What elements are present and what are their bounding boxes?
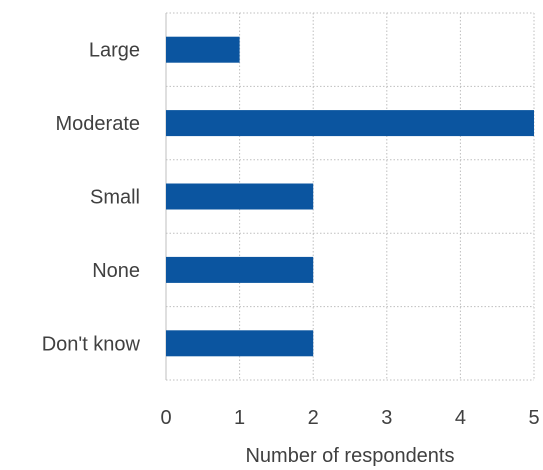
x-tick-label: 1 bbox=[234, 407, 245, 429]
x-axis-title: Number of respondents bbox=[245, 445, 454, 467]
x-tick-label: 5 bbox=[528, 407, 539, 429]
bar-large bbox=[166, 37, 240, 63]
bars-group bbox=[166, 37, 534, 357]
x-tick-labels: 0 1 2 3 4 5 bbox=[160, 407, 539, 429]
category-label: None bbox=[92, 260, 140, 282]
bar-don-t-know bbox=[166, 330, 313, 356]
category-label: Small bbox=[90, 187, 140, 209]
category-label: Moderate bbox=[56, 113, 141, 135]
bar-moderate bbox=[166, 110, 534, 136]
bar-small bbox=[166, 184, 313, 210]
x-tick-label: 2 bbox=[308, 407, 319, 429]
x-tick-label: 0 bbox=[160, 407, 171, 429]
category-label: Large bbox=[89, 40, 140, 62]
category-label: Don't know bbox=[42, 333, 141, 355]
bar-none bbox=[166, 257, 313, 283]
x-tick-label: 4 bbox=[455, 407, 466, 429]
category-labels: Large Moderate Small None Don't know bbox=[42, 40, 141, 356]
x-tick-label: 3 bbox=[381, 407, 392, 429]
